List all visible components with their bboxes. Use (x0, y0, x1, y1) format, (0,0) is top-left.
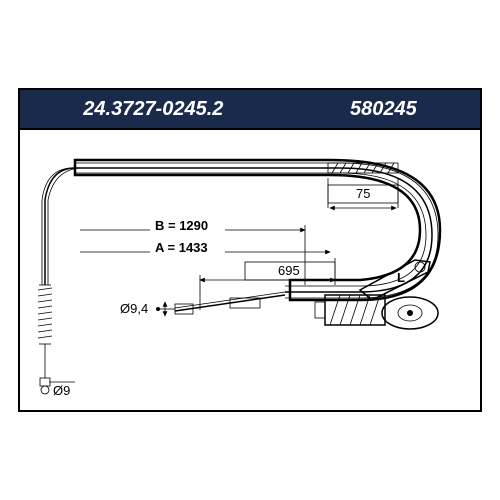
part-number: 24.3727-0245.2 (83, 98, 223, 121)
cable-diagram: Ø9 75 (20, 130, 480, 410)
svg-text:B = 1290: B = 1290 (155, 218, 208, 233)
ref-number: 580245 (350, 98, 417, 121)
svg-text:A = 1433: A = 1433 (155, 240, 208, 255)
drawing-frame: 24.3727-0245.2 580245 (18, 88, 482, 412)
svg-text:Ø9,4: Ø9,4 (120, 301, 148, 316)
dim-A: A = 1433 (80, 240, 330, 256)
svg-text:695: 695 (278, 263, 300, 278)
svg-text:75: 75 (356, 186, 370, 201)
spring-section (38, 285, 52, 344)
end-bracket: L (315, 260, 438, 329)
header-bar: 24.3727-0245.2 580245 (20, 90, 480, 130)
drawing-area: Ø9 75 (20, 130, 480, 410)
marker-L: L (397, 270, 405, 285)
dia-9-label: Ø9 (53, 383, 70, 398)
